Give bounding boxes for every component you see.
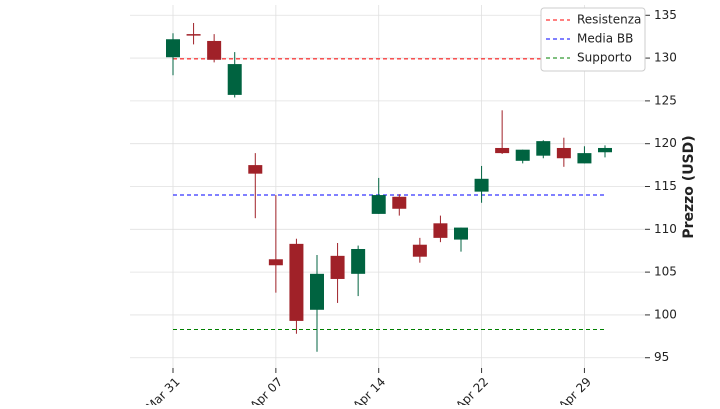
candle-body bbox=[268, 259, 283, 266]
candle-body bbox=[536, 141, 551, 156]
x-tick-label: Mar 31 bbox=[143, 375, 182, 405]
legend-box bbox=[540, 7, 646, 72]
candle-body bbox=[330, 255, 345, 279]
candle-body bbox=[166, 39, 180, 58]
y-tick-label: 130 bbox=[654, 51, 677, 65]
y-tick-label: 115 bbox=[654, 179, 677, 193]
candle-body bbox=[248, 165, 263, 174]
x-tick-label: Apr 07 bbox=[247, 375, 285, 405]
candle-body bbox=[289, 243, 304, 321]
candle-body bbox=[412, 244, 427, 257]
candle-body bbox=[556, 147, 571, 159]
y-tick-label: 110 bbox=[654, 222, 677, 236]
x-tick-label: Apr 14 bbox=[350, 375, 388, 405]
candle-body bbox=[207, 40, 222, 60]
legend-label: Media BB bbox=[577, 32, 633, 46]
y-tick-label: 120 bbox=[654, 136, 677, 150]
candle-body bbox=[310, 273, 324, 310]
candle-body bbox=[186, 34, 201, 36]
legend-label: Resistenza bbox=[577, 13, 641, 27]
candle-body bbox=[515, 149, 530, 161]
candle-body bbox=[351, 248, 366, 274]
candle-body bbox=[454, 227, 468, 240]
x-tick-label: Apr 22 bbox=[453, 375, 491, 405]
y-tick-label: 105 bbox=[654, 265, 677, 279]
legend-label: Supporto bbox=[577, 51, 632, 65]
candle-body bbox=[392, 196, 407, 209]
candle-body bbox=[495, 147, 510, 154]
candle-body bbox=[227, 64, 242, 95]
y-axis-label: Prezzo (USD) bbox=[681, 135, 697, 238]
candle-body bbox=[598, 147, 612, 153]
candle-body bbox=[433, 223, 448, 238]
candle-body bbox=[371, 195, 386, 214]
y-tick-label: 100 bbox=[654, 307, 677, 321]
y-tick-label: 95 bbox=[654, 350, 669, 364]
y-tick-label: 135 bbox=[654, 8, 677, 22]
x-tick-label: Apr 29 bbox=[556, 375, 594, 405]
y-tick-label: 125 bbox=[654, 93, 677, 107]
candle-body bbox=[474, 178, 489, 192]
candle-body bbox=[577, 153, 592, 164]
